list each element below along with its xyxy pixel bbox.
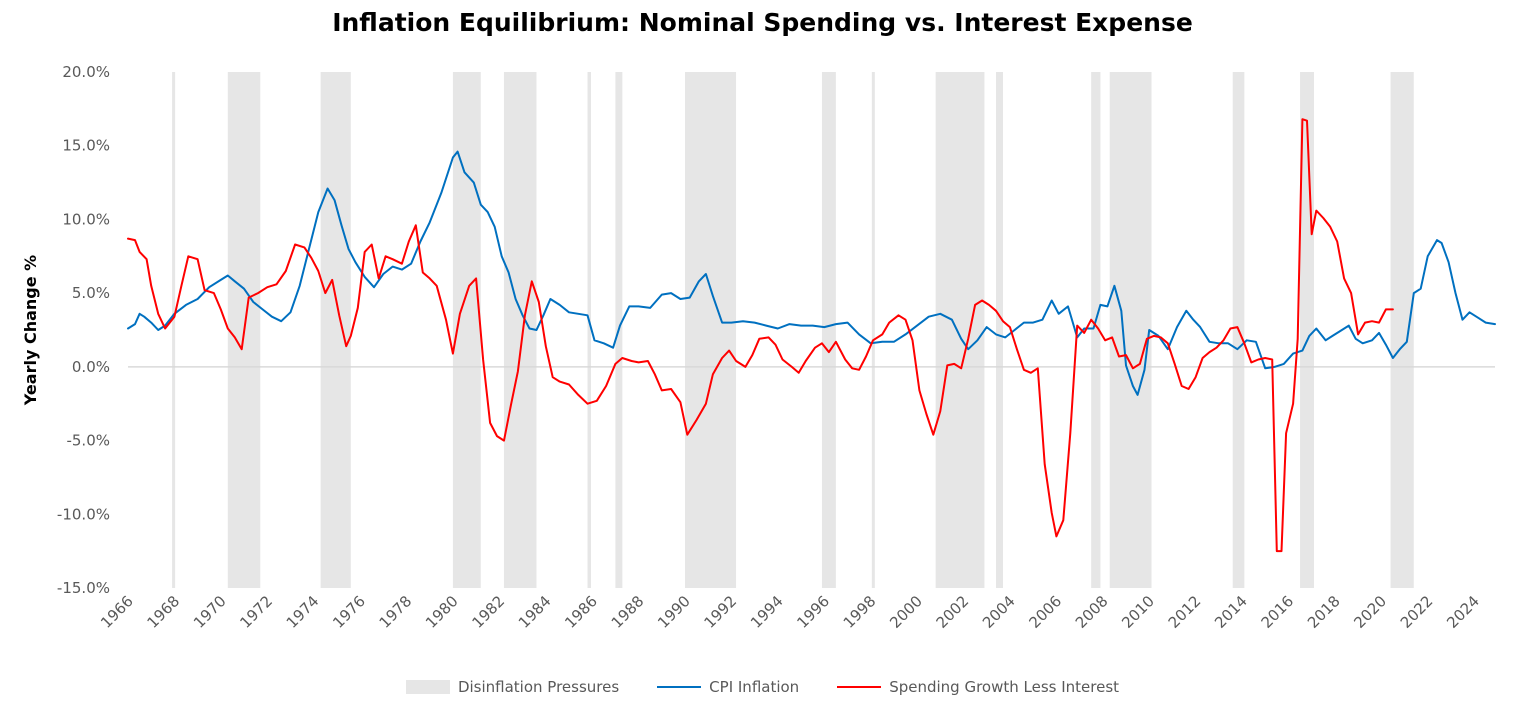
disinflation-band-0 xyxy=(172,72,176,588)
legend: Disinflation Pressures CPI Inflation Spe… xyxy=(0,676,1525,698)
x-tick-label: 1984 xyxy=(515,592,555,632)
x-tick-label: 2002 xyxy=(933,592,973,632)
disinflation-band-4 xyxy=(503,72,537,588)
x-tick-label: 1986 xyxy=(561,592,601,632)
x-tick-label: 2004 xyxy=(979,592,1019,632)
y-tick-label: 20.0% xyxy=(62,63,110,81)
y-tick-label: -10.0% xyxy=(57,505,110,523)
x-tick-label: 1968 xyxy=(144,592,184,632)
y-tick-label: 15.0% xyxy=(62,137,110,155)
disinflation-band-2 xyxy=(320,72,351,588)
legend-item-spending: Spending Growth Less Interest xyxy=(837,678,1119,696)
x-tick-label: 2008 xyxy=(1072,592,1112,632)
legend-label-spending: Spending Growth Less Interest xyxy=(889,678,1120,696)
disinflation-band-12 xyxy=(1091,72,1101,588)
series-line-cpi-inflation xyxy=(127,150,1496,396)
shaded-regions xyxy=(172,72,1414,588)
disinflation-band-11 xyxy=(996,72,1003,588)
x-tick-label: 1996 xyxy=(793,592,833,632)
x-tick-label: 2012 xyxy=(1165,592,1205,632)
legend-label-cpi: CPI Inflation xyxy=(709,678,800,696)
x-tick-label: 1978 xyxy=(376,592,416,632)
disinflation-band-10 xyxy=(935,72,985,588)
series-lines xyxy=(127,118,1496,553)
legend-item-disinflation: Disinflation Pressures xyxy=(405,678,620,696)
x-tick-label: 2000 xyxy=(886,592,926,632)
legend-swatch-cpi xyxy=(657,686,702,688)
y-tick-label: 5.0% xyxy=(72,284,110,302)
legend-item-cpi: CPI Inflation xyxy=(657,678,799,696)
x-tick-label: 1972 xyxy=(236,592,276,632)
x-tick-label: 1992 xyxy=(701,592,741,632)
x-tick-label: 1990 xyxy=(654,592,694,632)
x-tick-label: 2020 xyxy=(1350,592,1390,632)
x-tick-label: 2024 xyxy=(1443,592,1483,632)
chart-title: Inflation Equilibrium: Nominal Spending … xyxy=(332,8,1193,37)
x-tick-label: 2022 xyxy=(1397,592,1437,632)
legend-swatch-disinflation xyxy=(405,680,450,694)
x-tick-label: 2014 xyxy=(1211,592,1251,632)
x-tick-label: 1982 xyxy=(468,592,508,632)
disinflation-band-5 xyxy=(587,72,592,588)
disinflation-band-8 xyxy=(821,72,836,588)
x-tick-label: 1976 xyxy=(329,592,369,632)
y-tick-label: -15.0% xyxy=(57,579,110,597)
disinflation-band-13 xyxy=(1109,72,1152,588)
x-tick-labels: 1966 1968 1970 1972 1974 1976 1978 1980 1982 1984… xyxy=(97,592,1483,632)
x-tick-label: 2016 xyxy=(1258,592,1298,632)
x-tick-label: 1998 xyxy=(840,592,880,632)
x-tick-label: 1966 xyxy=(97,592,137,632)
disinflation-band-16 xyxy=(1390,72,1414,588)
y-tick-label: 0.0% xyxy=(72,358,110,376)
x-tick-label: 2006 xyxy=(1025,592,1065,632)
disinflation-band-7 xyxy=(685,72,737,588)
x-tick-label: 1988 xyxy=(608,592,648,632)
legend-label-disinflation: Disinflation Pressures xyxy=(457,678,620,696)
y-tick-label: -5.0% xyxy=(66,432,110,450)
y-axis-label: Yearly Change % xyxy=(21,255,40,406)
y-tick-label: 10.0% xyxy=(62,210,110,228)
x-tick-label: 1994 xyxy=(747,592,787,632)
x-tick-label: 1970 xyxy=(190,592,230,632)
disinflation-band-9 xyxy=(871,72,875,588)
y-tick-labels: 20.0% 15.0% 10.0% 5.0% 0.0% -5.0% -10.0% -15.0% xyxy=(57,63,110,597)
x-tick-label: 1980 xyxy=(422,592,462,632)
x-tick-label: 2010 xyxy=(1118,592,1158,632)
x-tick-label: 1974 xyxy=(283,592,323,632)
x-tick-label: 2018 xyxy=(1304,592,1344,632)
legend-swatch-spending xyxy=(837,686,882,688)
series-line-spending-growth xyxy=(127,118,1394,553)
